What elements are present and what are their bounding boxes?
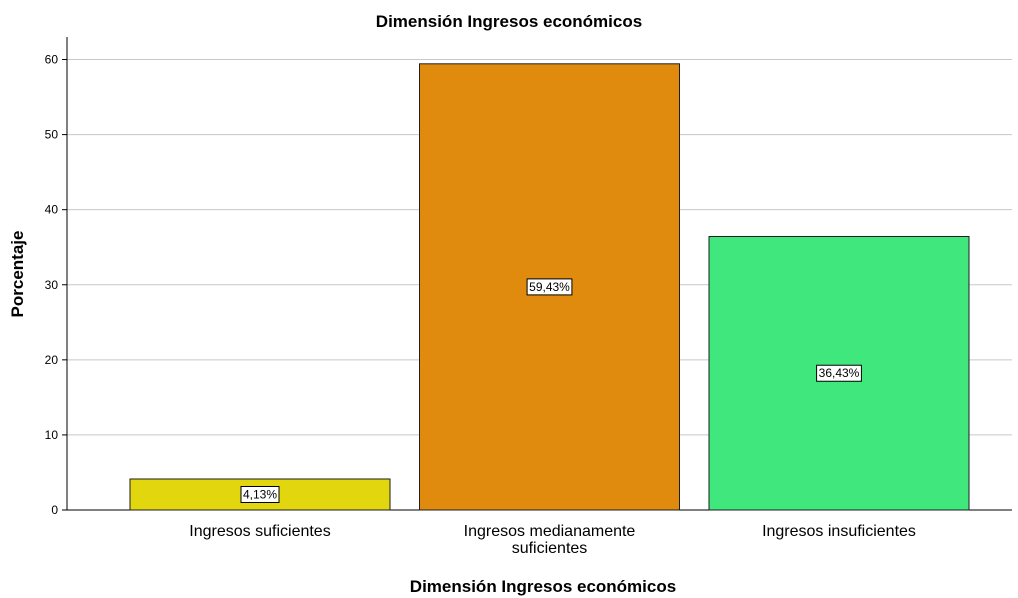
data-label-box	[816, 364, 862, 382]
y-tick-label: 60	[45, 53, 59, 67]
y-tick-label: 20	[45, 353, 59, 367]
y-axis-title: Porcentaje	[8, 231, 27, 318]
category-label: Ingresos medianamente suficientes	[464, 523, 636, 557]
x-axis-title: Dimensión Ingresos económicos	[410, 577, 676, 596]
data-label: 4,13%	[243, 487, 277, 501]
category-label: Ingresos suficientes	[189, 523, 330, 540]
y-tick-label: 10	[45, 428, 59, 442]
x-axis-labels: Ingresos suficientes Ingresos medianament…	[189, 523, 916, 557]
bars: 4,13% 59,43% 36,43%	[129, 63, 970, 511]
y-tick-label: 0	[51, 503, 58, 517]
y-tick-label: 40	[45, 203, 59, 217]
chart-title: Dimensión Ingresos económicos	[376, 12, 642, 31]
data-label-box	[526, 278, 573, 296]
data-label-box	[240, 485, 280, 503]
y-tick-label: 50	[45, 128, 59, 142]
data-label: 36,43%	[819, 366, 860, 380]
y-axis-ticks: 0 10 20 30 40 50 60	[45, 53, 67, 517]
category-label: Ingresos insuficientes	[762, 523, 916, 540]
data-label: 59,43%	[529, 280, 570, 294]
y-tick-label: 30	[45, 278, 59, 292]
